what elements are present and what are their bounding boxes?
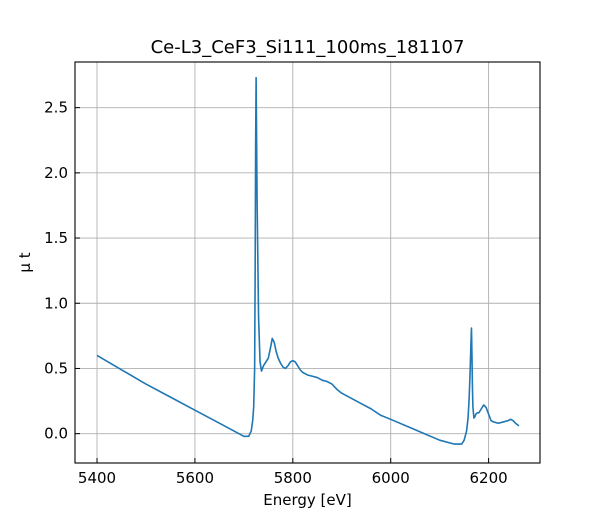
- x-tick-label: 5600: [176, 469, 214, 487]
- y-tick-label: 2.5: [44, 99, 68, 117]
- y-tick-label: 0.5: [44, 359, 68, 377]
- series-layer: [96, 76, 520, 445]
- y-tick-label: 2.0: [44, 164, 68, 182]
- x-tick-label: 5800: [274, 469, 312, 487]
- x-ticks: 5400 5600 5800 6000 6200: [78, 458, 508, 487]
- y-tick-label: 1.0: [44, 294, 68, 312]
- x-tick-label: 6000: [372, 469, 410, 487]
- chart-title: Ce-L3_CeF3_Si111_100ms_181107: [151, 37, 465, 58]
- y-tick-label: 0.0: [44, 425, 68, 443]
- y-tick-label: 1.5: [44, 229, 68, 247]
- series-line: [96, 76, 520, 445]
- grid: [75, 62, 540, 463]
- plot-frame: [74, 61, 541, 464]
- y-ticks: 0.0 0.5 1.0 1.5 2.0 2.5: [44, 99, 80, 443]
- x-tick-label: 6200: [470, 469, 508, 487]
- x-axis-label: Energy [eV]: [263, 491, 351, 509]
- x-tick-label: 5400: [78, 469, 116, 487]
- y-axis-label: μ t: [16, 252, 34, 272]
